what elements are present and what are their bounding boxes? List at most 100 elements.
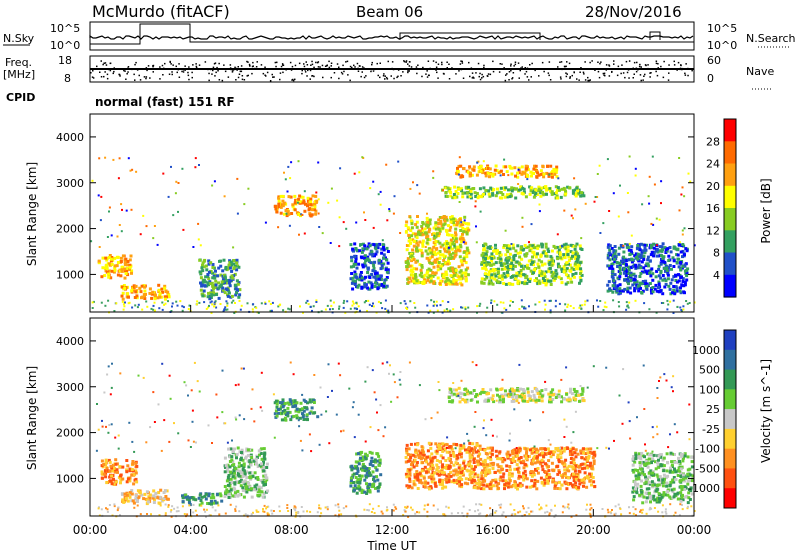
nsky-frame (89, 21, 695, 51)
echo-cell (635, 286, 639, 290)
echo-cell (557, 389, 561, 393)
echo-cell (615, 261, 619, 264)
echo-cell (500, 277, 504, 281)
echo-cell (107, 272, 110, 276)
scatter-cell (167, 195, 170, 198)
echo-cell (237, 281, 241, 285)
echo-cell (229, 470, 233, 474)
echo-cell (275, 402, 279, 406)
echo-cell (281, 199, 285, 203)
echo-cell (637, 255, 641, 259)
echo-cell (123, 267, 127, 271)
echo-cell (460, 283, 464, 287)
nsearch-spike (649, 31, 661, 40)
echo-cell (109, 257, 113, 261)
echo-cell (515, 388, 519, 392)
echo-cell (281, 194, 285, 198)
echo-cell (507, 473, 511, 477)
echo-cell (511, 282, 515, 286)
nave-dot (499, 63, 501, 65)
echo-cell (299, 195, 303, 199)
echo-cell (519, 185, 523, 189)
noise-cell (441, 300, 444, 303)
echo-cell (118, 269, 122, 273)
echo-cell (355, 486, 359, 490)
echo-cell (437, 261, 441, 264)
noise-cell (332, 301, 335, 304)
echo-cell (495, 252, 499, 255)
echo-cell (571, 191, 575, 195)
nave-dot (397, 75, 399, 78)
echo-cell (298, 194, 302, 198)
echo-cell (112, 270, 116, 274)
colorbar-swatch (724, 163, 736, 187)
echo-cell (124, 260, 128, 264)
echo-cell (511, 267, 515, 271)
echo-cell (376, 478, 380, 482)
echo-cell (452, 478, 456, 482)
echo-cell (284, 209, 288, 213)
scatter-cell (660, 180, 663, 183)
scatter-cell (355, 221, 358, 224)
echo-cell (549, 283, 553, 286)
echo-cell (108, 254, 112, 257)
echo-cell (683, 253, 686, 257)
echo-cell (454, 190, 458, 193)
nave-dot (103, 75, 105, 78)
echo-cell (579, 393, 582, 397)
echo-cell (406, 277, 410, 281)
echo-cell (628, 252, 632, 256)
echo-cell (305, 413, 309, 417)
echo-cell (467, 447, 471, 451)
nave-dot (620, 68, 622, 70)
scatter-cell (594, 196, 597, 198)
nave-dot (262, 72, 265, 75)
echo-cell (223, 470, 227, 474)
scatter-cell (301, 214, 304, 216)
noise-cell (386, 309, 388, 312)
echo-cell (522, 190, 526, 194)
nave-dot (446, 61, 448, 63)
nave-dot (319, 66, 321, 68)
echo-cell (526, 278, 530, 282)
y-tick-label: 1000 (56, 268, 84, 281)
echo-cell (459, 455, 463, 459)
echo-cell (522, 478, 526, 482)
echo-cell (207, 262, 211, 266)
nave-dot (561, 68, 563, 71)
nave-dot (106, 77, 109, 80)
echo-cell (311, 194, 315, 198)
echo-cell (500, 267, 504, 271)
nsky-trace (89, 23, 694, 45)
echo-cell (248, 475, 252, 479)
echo-cell (680, 275, 683, 279)
echo-cell (505, 266, 509, 270)
nave-dot (106, 73, 109, 76)
nave-dot (644, 73, 646, 76)
echo-cell (233, 495, 237, 498)
echo-cell (211, 263, 215, 266)
noise-cell (617, 301, 620, 303)
echo-cell (419, 474, 423, 478)
noise-cell (667, 303, 670, 306)
echo-cell (567, 464, 571, 468)
echo-cell (454, 271, 458, 275)
echo-cell (378, 461, 382, 465)
echo-cell (549, 400, 553, 404)
noise-cell (496, 303, 499, 306)
echo-cell (418, 233, 422, 237)
nave-dot (437, 63, 440, 65)
nave-dot (543, 70, 545, 73)
echo-cell (384, 285, 388, 289)
nave-dot (356, 62, 359, 65)
nave-dot (403, 60, 406, 63)
echo-cell (131, 462, 135, 466)
echo-cell (120, 285, 124, 289)
echo-cell (471, 451, 475, 455)
echo-cell (574, 393, 578, 397)
echo-cell (262, 453, 266, 457)
echo-cell (379, 278, 383, 281)
nave-dot (313, 66, 315, 69)
nave-dot (214, 75, 216, 77)
echo-cell (459, 240, 463, 244)
